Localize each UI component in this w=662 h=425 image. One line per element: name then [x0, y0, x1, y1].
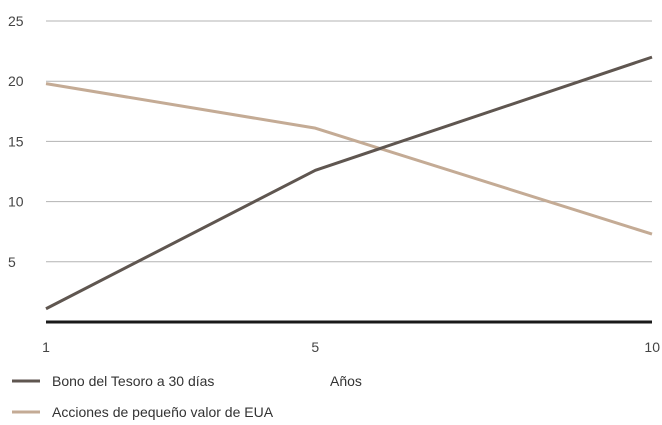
legend: Bono del Tesoro a 30 días Acciones de peq… [12, 373, 274, 420]
y-tick-label: 20 [8, 73, 24, 89]
y-tick-label: 10 [8, 194, 24, 210]
series-line-1 [45, 82, 653, 236]
series-lines [45, 55, 653, 311]
x-tick-label: 5 [311, 339, 319, 355]
y-tick-label: 15 [8, 133, 24, 149]
y-tick-label: 25 [8, 13, 24, 29]
y-axis-ticks: 5 10 15 20 25 [8, 13, 24, 270]
legend-label: Bono del Tesoro a 30 días [52, 373, 214, 389]
x-tick-label: 1 [42, 339, 50, 355]
x-axis-ticks: 1 5 10 [42, 339, 660, 355]
series-line-0 [45, 55, 653, 311]
y-tick-label: 5 [8, 254, 16, 270]
gridlines [46, 20, 652, 263]
x-tick-label: 10 [644, 339, 660, 355]
legend-label: Acciones de pequeño valor de EUA [52, 404, 274, 420]
x-axis-label: Años [330, 373, 362, 389]
